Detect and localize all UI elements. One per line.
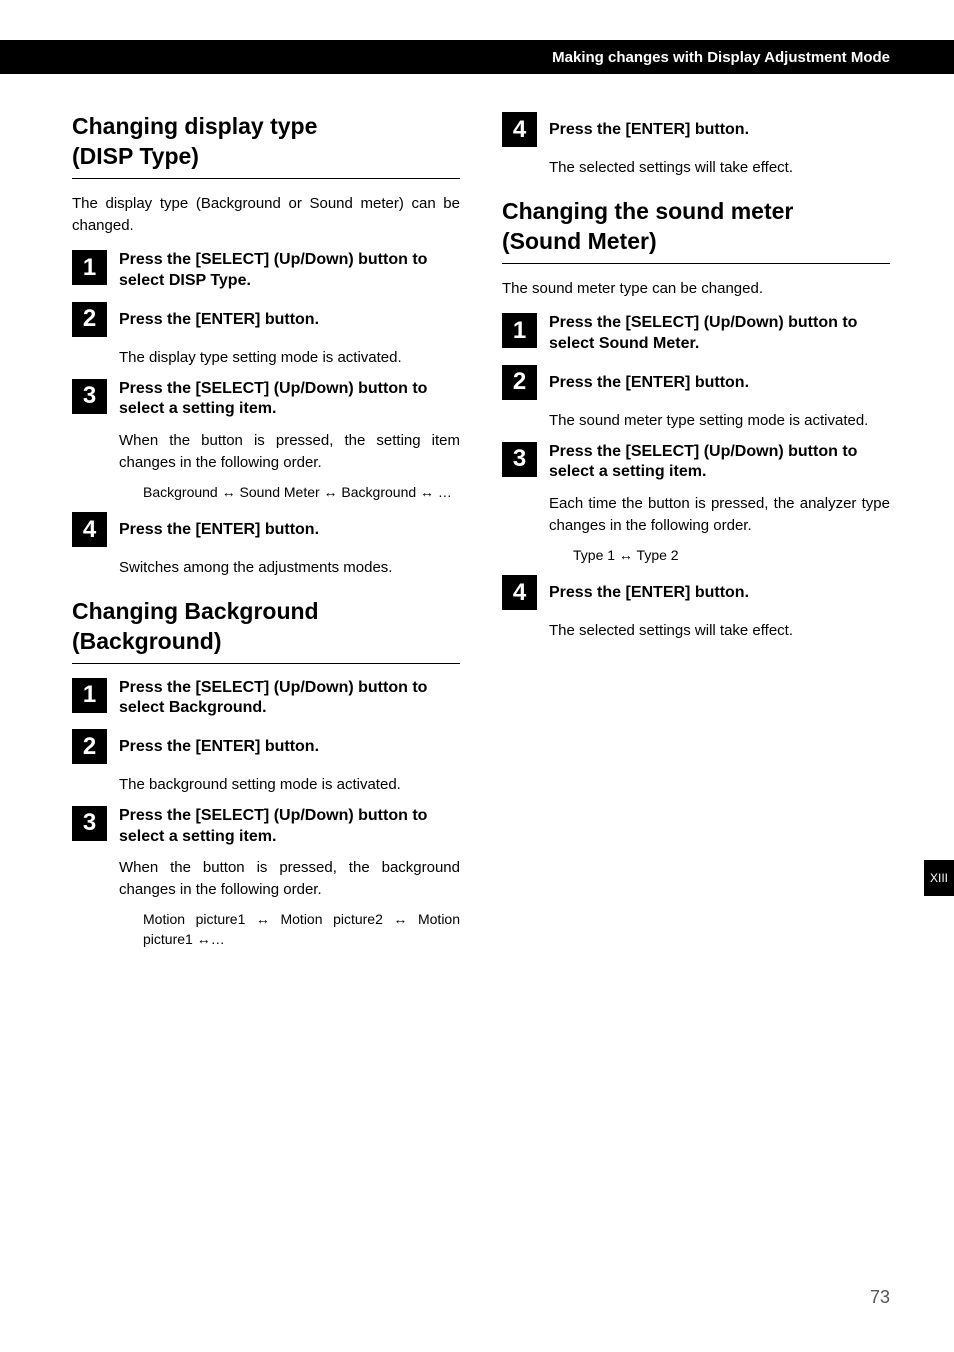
section-title-background: Changing Background (Background) — [72, 597, 460, 657]
step: 2 Press the [ENTER] button. The sound me… — [502, 365, 890, 432]
step-description: Each time the button is pressed, the ana… — [549, 493, 890, 537]
left-column: Changing display type (DISP Type) The di… — [72, 112, 460, 950]
step-number-badge: 3 — [502, 442, 537, 477]
step-body: Press the [ENTER] button. The background… — [119, 729, 460, 796]
section-rule — [72, 663, 460, 664]
section-title-disp-type: Changing display type (DISP Type) — [72, 112, 460, 172]
step-body: Press the [ENTER] button. The selected s… — [549, 575, 890, 642]
step-number-badge: 2 — [72, 729, 107, 764]
step-body: Press the [ENTER] button. The display ty… — [119, 302, 460, 369]
step: 3 Press the [SELECT] (Up/Down) button to… — [502, 442, 890, 565]
breadcrumb: Making changes with Display Adjustment M… — [552, 49, 890, 66]
section-rule — [72, 178, 460, 179]
step-heading: Press the [ENTER] button. — [549, 112, 890, 147]
step: 1 Press the [SELECT] (Up/Down) button to… — [72, 678, 460, 720]
step-body: Press the [SELECT] (Up/Down) button to s… — [119, 379, 460, 502]
step-heading: Press the [ENTER] button. — [119, 729, 460, 764]
step-body: Press the [ENTER] button. Switches among… — [119, 512, 460, 579]
step-number-badge: 1 — [72, 678, 107, 713]
right-column: 4 Press the [ENTER] button. The selected… — [502, 112, 890, 950]
document-page: Making changes with Display Adjustment M… — [0, 0, 954, 1352]
step-body: Press the [ENTER] button. The sound mete… — [549, 365, 890, 432]
step-body: Press the [SELECT] (Up/Down) button to s… — [119, 806, 460, 950]
step-number-badge: 3 — [72, 806, 107, 841]
step: 3 Press the [SELECT] (Up/Down) button to… — [72, 806, 460, 950]
chapter-tab: XIII — [924, 860, 954, 896]
step-heading: Press the [SELECT] (Up/Down) button to s… — [549, 442, 890, 484]
step-description: When the button is pressed, the setting … — [119, 430, 460, 474]
step-number-badge: 4 — [502, 575, 537, 610]
step-number-badge: 1 — [502, 313, 537, 348]
step-sub: Background ↔ Sound Meter ↔ Background ↔ … — [119, 482, 460, 502]
step: 2 Press the [ENTER] button. The display … — [72, 302, 460, 369]
step-heading: Press the [ENTER] button. — [549, 575, 890, 610]
step-description: The display type setting mode is activat… — [119, 347, 460, 369]
step-description: Switches among the adjustments modes. — [119, 557, 460, 579]
step: 1 Press the [SELECT] (Up/Down) button to… — [72, 250, 460, 292]
step: 3 Press the [SELECT] (Up/Down) button to… — [72, 379, 460, 502]
step-description: The background setting mode is activated… — [119, 774, 460, 796]
step-sub: Motion picture1 ↔ Motion picture2 ↔ Moti… — [119, 909, 460, 950]
step-body: Press the [SELECT] (Up/Down) button to s… — [549, 442, 890, 565]
step: 4 Press the [ENTER] button. Switches amo… — [72, 512, 460, 579]
step-body: Press the [SELECT] (Up/Down) button to s… — [119, 678, 460, 720]
header-bar: Making changes with Display Adjustment M… — [0, 40, 954, 74]
step-description: The selected settings will take effect. — [549, 157, 890, 179]
step-number-badge: 4 — [502, 112, 537, 147]
step-number-badge: 1 — [72, 250, 107, 285]
step-number-badge: 2 — [502, 365, 537, 400]
section-title-sound-meter: Changing the sound meter (Sound Meter) — [502, 197, 890, 257]
step-number-badge: 4 — [72, 512, 107, 547]
step: 4 Press the [ENTER] button. The selected… — [502, 575, 890, 642]
page-number: 73 — [870, 1287, 890, 1308]
step-body: Press the [SELECT] (Up/Down) button to s… — [549, 313, 890, 355]
step-number-badge: 3 — [72, 379, 107, 414]
title-line: Changing display type — [72, 113, 317, 139]
title-line: (Sound Meter) — [502, 228, 657, 254]
step-sub: Type 1 ↔ Type 2 — [549, 545, 890, 565]
section-intro: The sound meter type can be changed. — [502, 278, 890, 300]
section-rule — [502, 263, 890, 264]
title-line: Changing Background — [72, 598, 319, 624]
step-body: Press the [ENTER] button. The selected s… — [549, 112, 890, 179]
step-heading: Press the [ENTER] button. — [549, 365, 890, 400]
step-body: Press the [SELECT] (Up/Down) button to s… — [119, 250, 460, 292]
title-line: (DISP Type) — [72, 143, 199, 169]
section-intro: The display type (Background or Sound me… — [72, 193, 460, 237]
step: 4 Press the [ENTER] button. The selected… — [502, 112, 890, 179]
step-heading: Press the [SELECT] (Up/Down) button to s… — [119, 678, 460, 720]
title-line: Changing the sound meter — [502, 198, 793, 224]
title-line: (Background) — [72, 628, 222, 654]
step-heading: Press the [ENTER] button. — [119, 302, 460, 337]
step-heading: Press the [SELECT] (Up/Down) button to s… — [549, 313, 890, 355]
step-number-badge: 2 — [72, 302, 107, 337]
step: 1 Press the [SELECT] (Up/Down) button to… — [502, 313, 890, 355]
step: 2 Press the [ENTER] button. The backgrou… — [72, 729, 460, 796]
step-description: When the button is pressed, the backgrou… — [119, 857, 460, 901]
step-description: The selected settings will take effect. — [549, 620, 890, 642]
content-columns: Changing display type (DISP Type) The di… — [72, 112, 890, 950]
step-heading: Press the [ENTER] button. — [119, 512, 460, 547]
step-description: The sound meter type setting mode is act… — [549, 410, 890, 432]
step-heading: Press the [SELECT] (Up/Down) button to s… — [119, 250, 460, 292]
step-heading: Press the [SELECT] (Up/Down) button to s… — [119, 806, 460, 848]
step-heading: Press the [SELECT] (Up/Down) button to s… — [119, 379, 460, 421]
